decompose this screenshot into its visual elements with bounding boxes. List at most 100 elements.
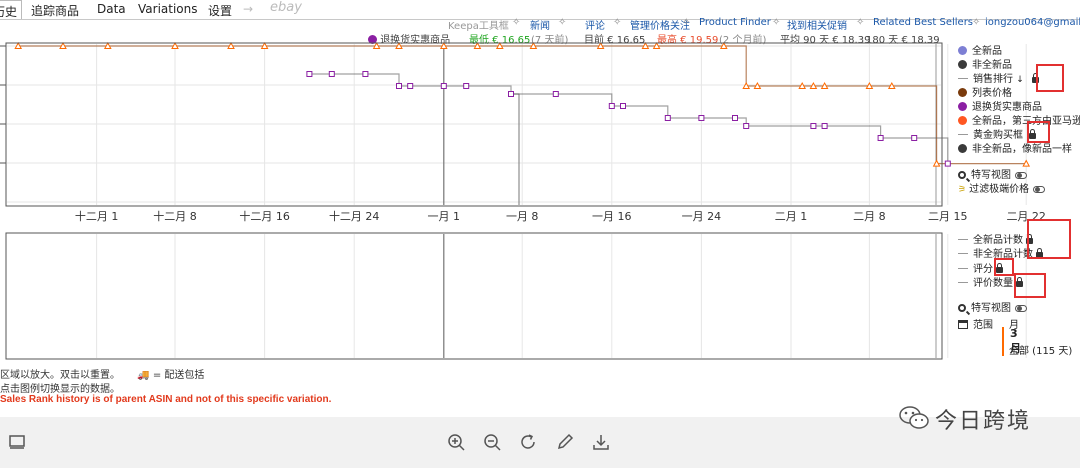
data-point [820, 81, 829, 89]
legend-item-sales-rank[interactable]: 销售排行 ↓ [958, 70, 1039, 85]
data-point [810, 123, 817, 129]
x-tick-label: 二月 1 [775, 210, 808, 223]
legend-item-rating[interactable]: 评分 [958, 260, 1003, 275]
lock-icon [1016, 277, 1023, 287]
data-point [664, 115, 671, 121]
data-point [743, 123, 750, 129]
current-price: 目前 € 16.65 [584, 35, 646, 46]
screen-icon[interactable] [8, 433, 26, 451]
product-finder-link[interactable]: Product Finder [699, 17, 771, 28]
data-point [372, 41, 381, 49]
data-point [753, 81, 762, 89]
star-icon: ✧ [558, 17, 567, 28]
data-point [944, 160, 951, 167]
data-point [596, 41, 605, 49]
tab-ebay[interactable]: ebay [270, 0, 302, 15]
legend-item-new-fba[interactable]: 全新品，第三方由亚马逊发货 [958, 112, 1080, 127]
watermark-text: 今日跨境 [935, 409, 1032, 434]
range-selected-option[interactable]: 3月 [1002, 327, 1021, 356]
data-point [103, 41, 112, 49]
data-point [362, 71, 369, 77]
x-axis-labels: 十二月 1 十二月 8 十二月 16 十二月 24 一月 1 一月 8 一月 16 一月 24… [75, 209, 1046, 223]
data-point [865, 81, 874, 89]
dropout-line [511, 93, 520, 205]
user-email-link[interactable]: iongzou064@gmail.c [985, 17, 1080, 28]
legend-item-review-count[interactable]: 评价数量 [958, 274, 1023, 289]
data-point [495, 41, 504, 49]
price-stats-row: 退换货实惠商品 最低 € 16.65 (7 天前) 目前 € 16.65 最高 … [366, 31, 946, 46]
dash-icon [958, 268, 968, 269]
dash-icon [958, 253, 968, 254]
legend-item-buy-box[interactable]: 黄金购买框 [958, 126, 1036, 141]
tab-data[interactable]: Data [97, 2, 126, 16]
data-point [171, 41, 179, 49]
high-price: 最高 € 19.59 [657, 35, 719, 46]
lock-icon [1029, 129, 1036, 139]
download-icon[interactable] [592, 433, 610, 451]
data-point [328, 71, 335, 77]
legend-item-like-new[interactable]: 非全新品，像新品一样 [958, 140, 1072, 155]
data-point [877, 135, 884, 141]
data-point [911, 135, 918, 141]
tab-tracking[interactable]: 追踪商品 [31, 4, 80, 18]
arrow-icon: → [243, 2, 254, 16]
legend-item-warehouse[interactable]: 退换货实惠商品 [958, 98, 1042, 113]
range-all-option[interactable]: 全部 (115 天) [1009, 346, 1073, 357]
closeup-toggle[interactable]: 特写视图 [958, 166, 1027, 181]
calendar-icon [958, 320, 968, 329]
tab-variations[interactable]: Variations [138, 2, 198, 16]
data-point [1022, 159, 1031, 167]
closeup-toggle-bottom[interactable]: 特写视图 [958, 299, 1027, 314]
legend-item-used-count[interactable]: 非全新品计数 [958, 245, 1043, 260]
highlight-box [1027, 219, 1071, 259]
dot-icon [958, 60, 967, 69]
filter-extreme-toggle[interactable]: ⚞ 过滤极端价格 [958, 180, 1046, 195]
data-point [798, 81, 807, 89]
rotate-icon[interactable] [520, 433, 538, 451]
price-watch-link[interactable]: 管理价格关注 [630, 21, 690, 31]
zoom-in-icon[interactable] [447, 433, 465, 451]
dash-icon [958, 282, 968, 283]
data-point [407, 83, 414, 89]
star-icon: ✧ [682, 17, 691, 28]
zoom-out-icon[interactable] [483, 433, 501, 451]
low-price: 最低 € 16.65 [469, 35, 531, 46]
best-sellers-link[interactable]: Related Best Sellers [873, 17, 974, 28]
range-month-option[interactable]: 月 [1009, 320, 1019, 331]
data-point [809, 81, 818, 89]
series-new-fba [14, 41, 1031, 167]
keepa-tools-link[interactable]: Keepa工具框 [448, 21, 509, 31]
highlight-box [994, 258, 1014, 276]
data-point [608, 103, 615, 109]
highlight-box [1027, 121, 1050, 143]
legend-item-new-count[interactable]: 全新品计数 [958, 231, 1033, 246]
series-line [309, 73, 949, 164]
toggle-icon [1015, 172, 1027, 179]
legend-item-used[interactable]: 非全新品 [958, 56, 1012, 71]
wechat-logo-icon [899, 406, 929, 429]
data-point [463, 83, 470, 89]
news-link[interactable]: 新闻 [530, 21, 550, 31]
data-point [260, 41, 269, 49]
star-icon: ✧ [772, 17, 781, 28]
legend-item-new[interactable]: 全新品 [958, 42, 1002, 57]
legend-item-list-price[interactable]: 列表价格 [958, 84, 1012, 99]
x-tick-label: 十二月 16 [239, 209, 290, 223]
data-point [59, 41, 67, 49]
data-point [14, 41, 23, 49]
note-zoom: 区域以放大。双击以重置。 🚚 = 配送包括 [0, 370, 205, 381]
dot-icon [958, 116, 967, 125]
toggle-icon [1033, 186, 1046, 193]
deals-link[interactable]: 找到相关促销 [787, 21, 847, 31]
avg-180-price: 180 天 € 18.39 [866, 35, 940, 46]
tab-settings[interactable]: 设置 [208, 4, 233, 18]
star-icon: ✧ [856, 17, 865, 28]
x-tick-label: 一月 1 [428, 210, 461, 223]
reviews-link[interactable]: 评论 [585, 21, 605, 31]
data-point [932, 159, 941, 167]
tab-history[interactable]: 历史 [0, 0, 23, 19]
edit-icon[interactable] [556, 433, 574, 451]
lock-icon [1036, 248, 1043, 258]
data-point [719, 41, 728, 49]
